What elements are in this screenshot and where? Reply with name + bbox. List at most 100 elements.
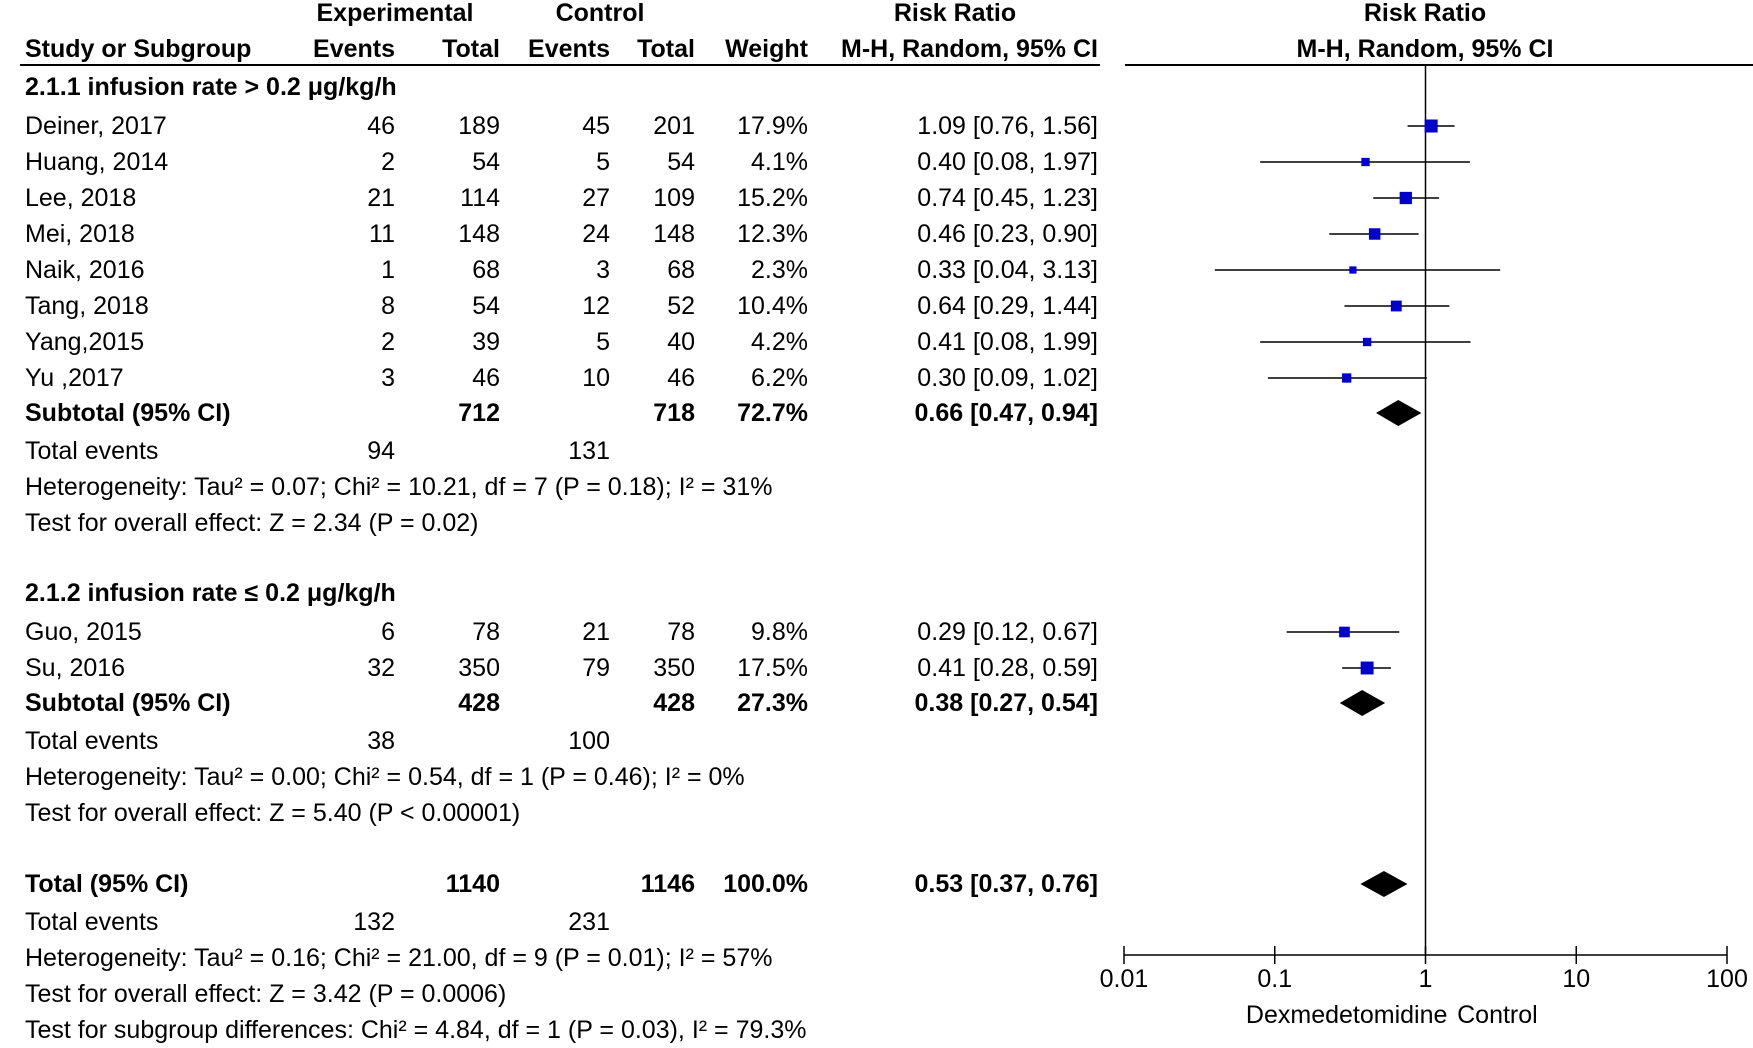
total-e: 54 — [472, 292, 500, 320]
x-tick-label: 0.1 — [1257, 965, 1292, 993]
x-tick-label: 100 — [1706, 965, 1748, 993]
subtotal2-ci: 0.38 [0.27, 0.54] — [914, 689, 1098, 717]
events-e: 32 — [367, 654, 395, 682]
subtotal1-total-e: 712 — [458, 399, 500, 427]
study-name: Guo, 2015 — [25, 618, 142, 646]
risk-ratio-ci: 0.40 [0.08, 1.97] — [917, 148, 1098, 176]
header-control: Control — [555, 0, 645, 27]
events-c: 3 — [596, 256, 610, 284]
study-marker — [1339, 626, 1350, 638]
x-tick-label: 0.01 — [1100, 965, 1149, 993]
study-marker — [1390, 300, 1402, 312]
pooled-diamond — [1376, 400, 1422, 426]
total-c: 46 — [667, 364, 695, 392]
events-c: 10 — [582, 364, 610, 392]
header-events-c: Events — [528, 35, 610, 63]
total-c: 68 — [667, 256, 695, 284]
risk-ratio-ci: 0.41 [0.08, 1.99] — [917, 328, 1098, 356]
events-c: 5 — [596, 148, 610, 176]
x-tick-label: 10 — [1562, 965, 1590, 993]
x-label-right: Control — [1457, 1001, 1538, 1029]
risk-ratio-ci: 0.41 [0.28, 0.59] — [917, 654, 1098, 682]
weight: 2.3% — [751, 256, 808, 284]
total-e: 78 — [472, 618, 500, 646]
header-risk-ratio-plot: Risk Ratio — [1363, 0, 1487, 27]
study-name: Su, 2016 — [25, 654, 126, 682]
study-marker — [1342, 373, 1352, 383]
weight: 12.3% — [737, 220, 808, 248]
total-e: 350 — [458, 654, 500, 682]
subgroup2-events-e: 38 — [367, 727, 395, 755]
subgroup1-events-e: 94 — [367, 437, 395, 465]
study-name: Deiner, 2017 — [25, 112, 167, 140]
weight: 17.5% — [737, 654, 808, 682]
events-c: 12 — [582, 292, 610, 320]
total-label: Total (95% CI) — [25, 870, 189, 898]
subgroup1-events-c: 131 — [568, 437, 610, 465]
subtotal1-label: Subtotal (95% CI) — [25, 399, 231, 427]
risk-ratio-ci: 1.09 [0.76, 1.56] — [917, 112, 1098, 140]
subtotal1-total-c: 718 — [653, 399, 695, 427]
total-e: 39 — [472, 328, 500, 356]
risk-ratio-ci: 0.46 [0.23, 0.90] — [917, 220, 1098, 248]
total-events-c: 231 — [568, 908, 610, 936]
events-c: 27 — [582, 184, 610, 212]
total-c: 54 — [667, 148, 695, 176]
total-e: 189 — [458, 112, 500, 140]
header-weight: Weight — [725, 35, 808, 63]
study-marker — [1360, 661, 1374, 675]
weight: 4.2% — [751, 328, 808, 356]
study-name: Lee, 2018 — [25, 184, 137, 212]
weight: 4.1% — [751, 148, 808, 176]
study-marker — [1424, 119, 1438, 133]
subtotal1-ci: 0.66 [0.47, 0.94] — [914, 399, 1098, 427]
study-marker — [1362, 337, 1372, 347]
total-ci: 0.53 [0.37, 0.76] — [914, 870, 1098, 898]
events-c: 5 — [596, 328, 610, 356]
header-rule-left — [20, 64, 1100, 66]
pooled-diamond — [1339, 690, 1386, 716]
risk-ratio-ci: 0.29 [0.12, 0.67] — [917, 618, 1098, 646]
header-study: Study or Subgroup — [25, 35, 252, 63]
subgroup1-overall-effect: Test for overall effect: Z = 2.34 (P = 0… — [25, 509, 479, 537]
total-e: 68 — [472, 256, 500, 284]
events-c: 24 — [582, 220, 610, 248]
study-marker — [1368, 228, 1381, 240]
study-name: Tang, 2018 — [25, 292, 149, 320]
study-name: Yu ,2017 — [25, 364, 124, 392]
total-total-e: 1140 — [445, 870, 500, 898]
header-rule-right — [1125, 64, 1753, 66]
total-e: 114 — [460, 184, 500, 212]
risk-ratio-ci: 0.64 [0.29, 1.44] — [917, 292, 1098, 320]
total-c: 350 — [653, 654, 695, 682]
total-e: 46 — [472, 364, 500, 392]
weight: 17.9% — [737, 112, 808, 140]
events-e: 2 — [381, 148, 395, 176]
total-e: 54 — [472, 148, 500, 176]
total-c: 78 — [667, 618, 695, 646]
events-c: 79 — [582, 654, 610, 682]
risk-ratio-ci: 0.30 [0.09, 1.02] — [917, 364, 1098, 392]
risk-ratio-ci: 0.33 [0.04, 3.13] — [917, 256, 1098, 284]
subtotal1-weight: 72.7% — [737, 399, 808, 427]
header-method-plot: M-H, Random, 95% CI — [1296, 35, 1554, 63]
subgroup2-events-c: 100 — [568, 727, 610, 755]
risk-ratio-ci: 0.74 [0.45, 1.23] — [917, 184, 1098, 212]
events-e: 3 — [381, 364, 395, 392]
total-c: 40 — [667, 328, 695, 356]
weight: 9.8% — [751, 618, 808, 646]
subgroup2-title: 2.1.2 infusion rate ≤ 0.2 μg/kg/h — [25, 579, 396, 607]
subtotal2-total-e: 428 — [458, 689, 500, 717]
study-name: Yang,2015 — [25, 328, 145, 356]
header-risk-ratio: Risk Ratio — [893, 0, 1017, 27]
events-c: 21 — [582, 618, 610, 646]
subtotal2-label: Subtotal (95% CI) — [25, 689, 231, 717]
total-overall-effect: Test for overall effect: Z = 3.42 (P = 0… — [25, 980, 507, 1008]
total-c: 109 — [653, 184, 695, 212]
study-name: Mei, 2018 — [25, 220, 135, 248]
total-e: 148 — [458, 220, 500, 248]
subgroup2-events-label: Total events — [25, 727, 159, 755]
subgroup2-overall-effect: Test for overall effect: Z = 5.40 (P < 0… — [25, 799, 521, 827]
subgroup2-heterogeneity: Heterogeneity: Tau² = 0.00; Chi² = 0.54,… — [25, 763, 745, 791]
weight: 10.4% — [737, 292, 808, 320]
